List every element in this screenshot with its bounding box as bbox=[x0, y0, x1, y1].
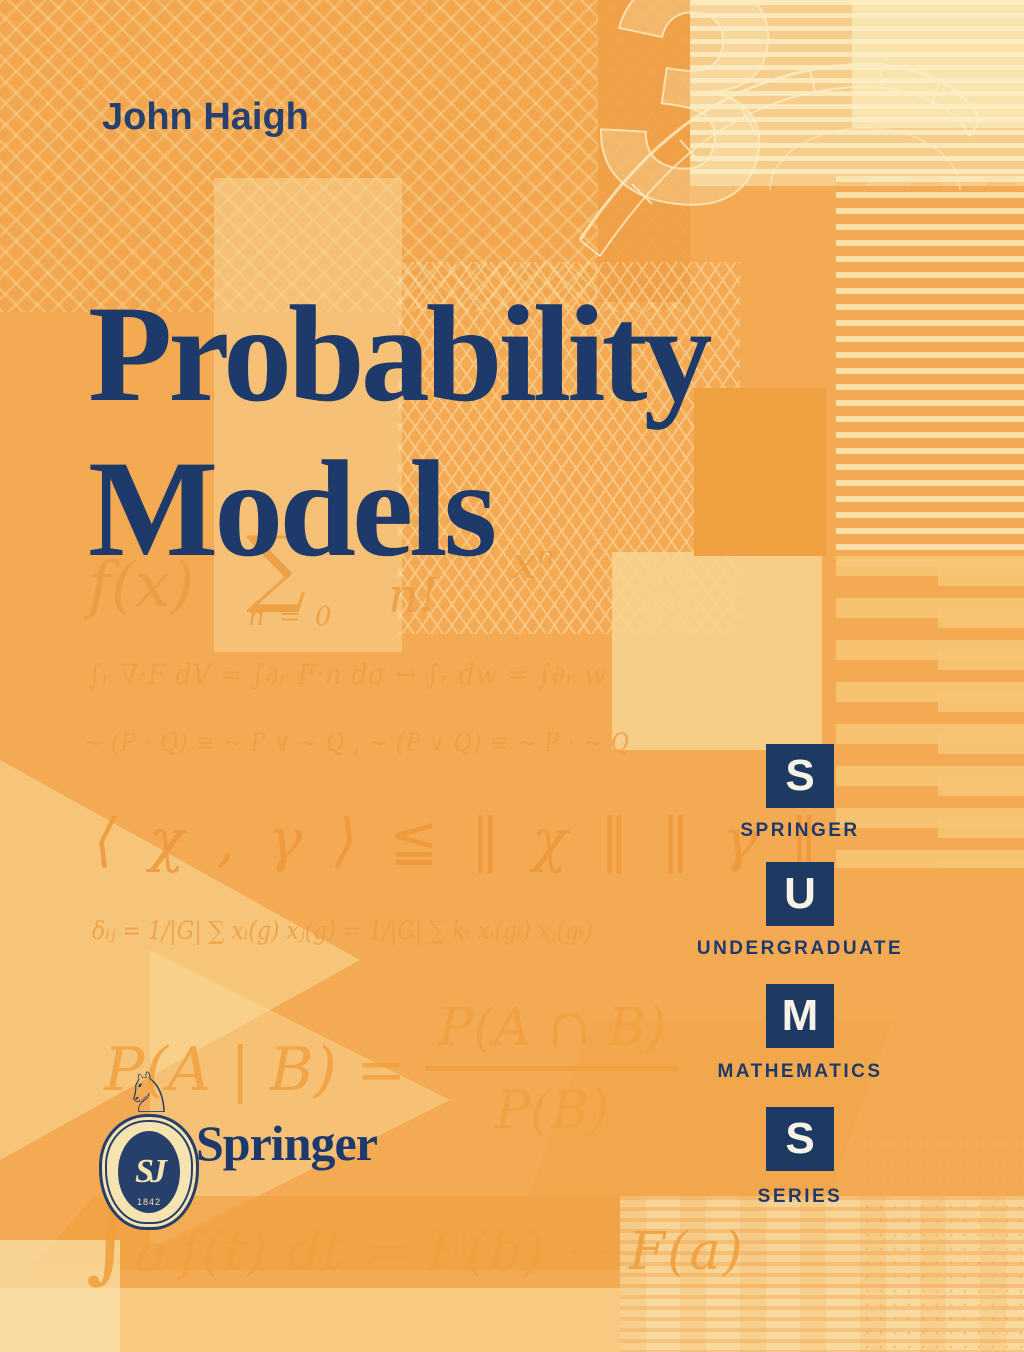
decor-stripes bbox=[690, 0, 1024, 176]
book-title: Probability Models bbox=[88, 276, 713, 586]
author-name: John Haigh bbox=[102, 96, 309, 138]
emblem-shield: SJ 1842 bbox=[99, 1114, 199, 1230]
springer-emblem: ♘ SJ 1842 bbox=[94, 1061, 204, 1230]
decor-patch bbox=[598, 0, 690, 302]
publisher-name: Springer bbox=[196, 1115, 378, 1171]
decor-zigzag-pattern bbox=[0, 0, 690, 312]
formula-demorgan: ~ (P · Q) ≡ ~ P ∨ ~ Q , ~ (P ∨ Q) ≡ ~ P … bbox=[84, 728, 630, 757]
formula-series-sum: ∑ bbox=[246, 518, 306, 616]
formula-cauchy-schwarz: ⟨ χ , γ ⟩ ≦ ‖ χ ‖ ‖ γ ‖ bbox=[94, 806, 826, 874]
formula-series-xn: xⁿ bbox=[512, 538, 555, 589]
decor-patch bbox=[612, 552, 822, 750]
decor-dot-pattern bbox=[860, 1130, 1024, 1350]
decor-stripes bbox=[836, 176, 1024, 576]
chess-knight-icon: ♘ bbox=[123, 1061, 175, 1126]
decor-patch bbox=[0, 1240, 120, 1352]
formula-series-nfact: n! bbox=[388, 568, 439, 624]
formula-bayes-numerator: P(A ∩ B) bbox=[426, 998, 679, 1071]
decor-patch bbox=[694, 388, 826, 556]
formula-orthogonality: δᵢⱼ = 1∕|G| ∑ xᵢ(g) xⱼ(g) = 1∕|G| ∑ kₜ x… bbox=[92, 916, 594, 945]
emblem-year: 1842 bbox=[136, 1197, 162, 1207]
formula-series-limits: n = 0 bbox=[248, 602, 335, 632]
formula-bayes-lhs: P(A | B) = bbox=[104, 1034, 407, 1105]
series-badge-letter: U bbox=[784, 869, 816, 918]
formula-divergence: ∫ᵣ ∇·F dV = ∫∂ᵣ F·n dσ ↔ ∫ᵣ dw = ∫∂ᵣ w bbox=[88, 658, 608, 691]
formula-ftc: ∫ₐ f(t) dt = F(b) − F(a) bbox=[86, 1194, 745, 1286]
book-title-line2: Models bbox=[88, 432, 497, 585]
book-title-line1: Probability bbox=[88, 277, 713, 430]
spiral-wireframe-decor bbox=[578, 61, 982, 257]
series-badge-letter: S bbox=[785, 751, 815, 800]
emblem-monogram: SJ bbox=[135, 1153, 167, 1190]
decor-bars bbox=[938, 566, 1024, 868]
decor-patch bbox=[620, 1196, 1024, 1352]
series-badge-s1: S bbox=[766, 744, 834, 808]
formula-series-fx: f(x) bbox=[88, 548, 195, 621]
series-caption-undergraduate: UNDERGRADUATE bbox=[696, 938, 904, 959]
decor-patch bbox=[214, 178, 402, 652]
formula-ftc-body: f(t) dt = F(b) − F(a) bbox=[180, 1222, 745, 1282]
formula-bayes: P(A | B) = P(A ∩ B) P(B) bbox=[104, 998, 679, 1141]
formula-bayes-denominator: P(B) bbox=[495, 1081, 610, 1141]
emblem-oval: SJ 1842 bbox=[118, 1131, 180, 1213]
formula-bayes-fraction: P(A ∩ B) P(B) bbox=[426, 998, 679, 1141]
